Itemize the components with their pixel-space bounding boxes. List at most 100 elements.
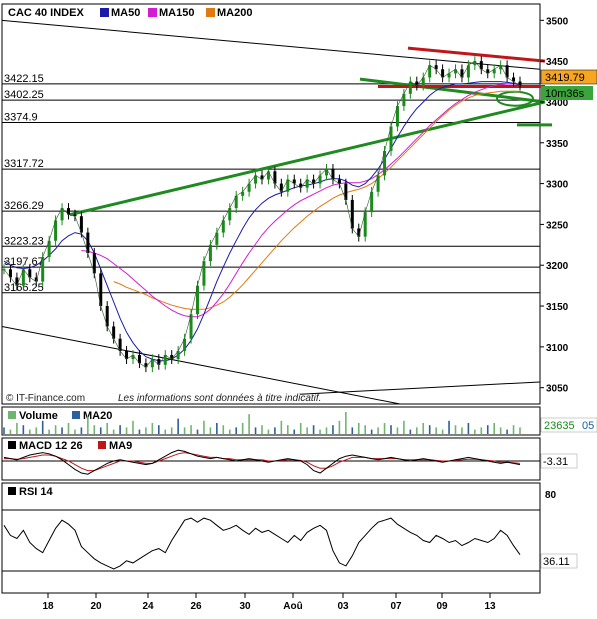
volume-ma-label: MA20 [83, 410, 112, 422]
price-body-20 [131, 355, 135, 360]
volume-bar-49 [319, 429, 321, 434]
volume-bar-70 [454, 425, 457, 434]
price-body-36 [234, 195, 238, 209]
price-body-22 [144, 363, 148, 368]
volume-bar-63 [409, 429, 412, 434]
level-label-3: 3317.72 [4, 158, 44, 170]
price-body-46 [299, 183, 303, 188]
volume-bar-50 [325, 427, 328, 434]
price-body-70 [454, 69, 457, 74]
price-body-75 [486, 69, 490, 74]
y-tick-label-0: 3500 [546, 16, 569, 27]
volume-bar-77 [499, 427, 502, 434]
price-body-71 [460, 69, 464, 78]
macd-value: -3.31 [543, 456, 568, 468]
price-body-16 [105, 306, 109, 327]
price-body-64 [415, 81, 419, 86]
price-body-54 [350, 199, 354, 229]
volume-ma-swatch [72, 411, 80, 419]
level-label-0: 3422.15 [4, 73, 44, 85]
price-body-45 [292, 179, 296, 184]
price-body-52 [337, 179, 341, 184]
price-body-30 [196, 285, 199, 315]
price-body-15 [99, 273, 103, 307]
channel-line-upper [1, 19, 541, 70]
level-label-5: 3223.23 [4, 235, 44, 247]
price-body-39 [254, 175, 258, 184]
volume-bar-62 [403, 420, 405, 434]
volume-bar-78 [506, 429, 508, 434]
volume-bar-8 [54, 425, 57, 434]
macd-swatch [8, 441, 16, 449]
y-tick-label-2: 3400 [546, 98, 569, 109]
price-body-43 [279, 183, 283, 192]
volume-bar-67 [435, 427, 437, 434]
moving-averages [3, 81, 521, 362]
rsi-upper-label: 80 [545, 490, 557, 501]
price-body-58 [376, 175, 380, 192]
volume-bar-74 [480, 427, 483, 434]
volume-bar-37 [241, 423, 244, 434]
volume-bar-47 [306, 427, 308, 434]
volume-bar-43 [280, 420, 283, 434]
volume-bar-23 [151, 423, 154, 434]
volume-value-box [540, 417, 597, 433]
chart-title: CAC 40 INDEX [8, 7, 84, 19]
volume-bar-52 [338, 420, 341, 434]
price-body-67 [434, 65, 438, 70]
y-tick-label-3: 3350 [546, 139, 569, 150]
volume-bar-14 [93, 425, 96, 434]
rsi-line [3, 517, 521, 570]
price-body-38 [247, 183, 251, 192]
price-body-78 [505, 65, 509, 78]
volume-bar-20 [132, 420, 134, 434]
price-body-68 [441, 69, 445, 78]
volume-swatch [8, 411, 16, 419]
volume-bar-42 [274, 427, 276, 434]
volume-bar-53 [345, 412, 347, 434]
price-body-73 [473, 61, 477, 66]
price-body-18 [118, 338, 122, 351]
volume-bar-61 [396, 427, 399, 434]
volume-title: Volume [19, 410, 58, 422]
volume-bar-59 [383, 423, 386, 434]
price-body-0 [2, 269, 6, 271]
volume-bar-29 [190, 425, 192, 434]
volume-bar-44 [287, 425, 289, 434]
price-body-7 [47, 240, 51, 258]
price-body-55 [357, 228, 361, 237]
price-body-21 [137, 355, 141, 364]
price-body-56 [363, 212, 367, 237]
volume-bar-18 [119, 425, 121, 434]
volume-bar-4 [29, 429, 31, 434]
x-tick-label-0: 18 [42, 601, 54, 612]
legend-label-ma200: MA200 [217, 7, 252, 19]
price-body-17 [112, 326, 116, 339]
volume-bar-2 [16, 423, 18, 434]
volume-bar-16 [106, 423, 108, 434]
channel-line-bottom [299, 381, 541, 395]
volume-bar-56 [364, 425, 366, 434]
price-body-63 [408, 81, 412, 94]
price-body-44 [286, 179, 290, 192]
price-body-24 [157, 359, 161, 365]
volume-bar-5 [35, 427, 38, 434]
volume-bar-45 [293, 429, 296, 434]
x-tick-label-3: 26 [190, 601, 202, 612]
legend-label-ma50: MA50 [111, 7, 140, 19]
x-tick-label-2: 24 [142, 601, 154, 612]
volume-bar-24 [158, 425, 160, 434]
price-body-3 [21, 269, 25, 286]
x-tick-label-8: 09 [436, 601, 448, 612]
macd-line [3, 449, 521, 475]
price-body-1 [8, 269, 12, 278]
rsi-value: 36.11 [543, 556, 570, 568]
current-price-box [540, 69, 597, 85]
ma50-line [3, 81, 521, 362]
level-label-2: 3374.9 [4, 111, 38, 123]
price-body-6 [41, 257, 45, 282]
volume-bar-41 [267, 429, 270, 434]
price-body-33 [215, 232, 219, 245]
price-body-11 [73, 214, 77, 217]
